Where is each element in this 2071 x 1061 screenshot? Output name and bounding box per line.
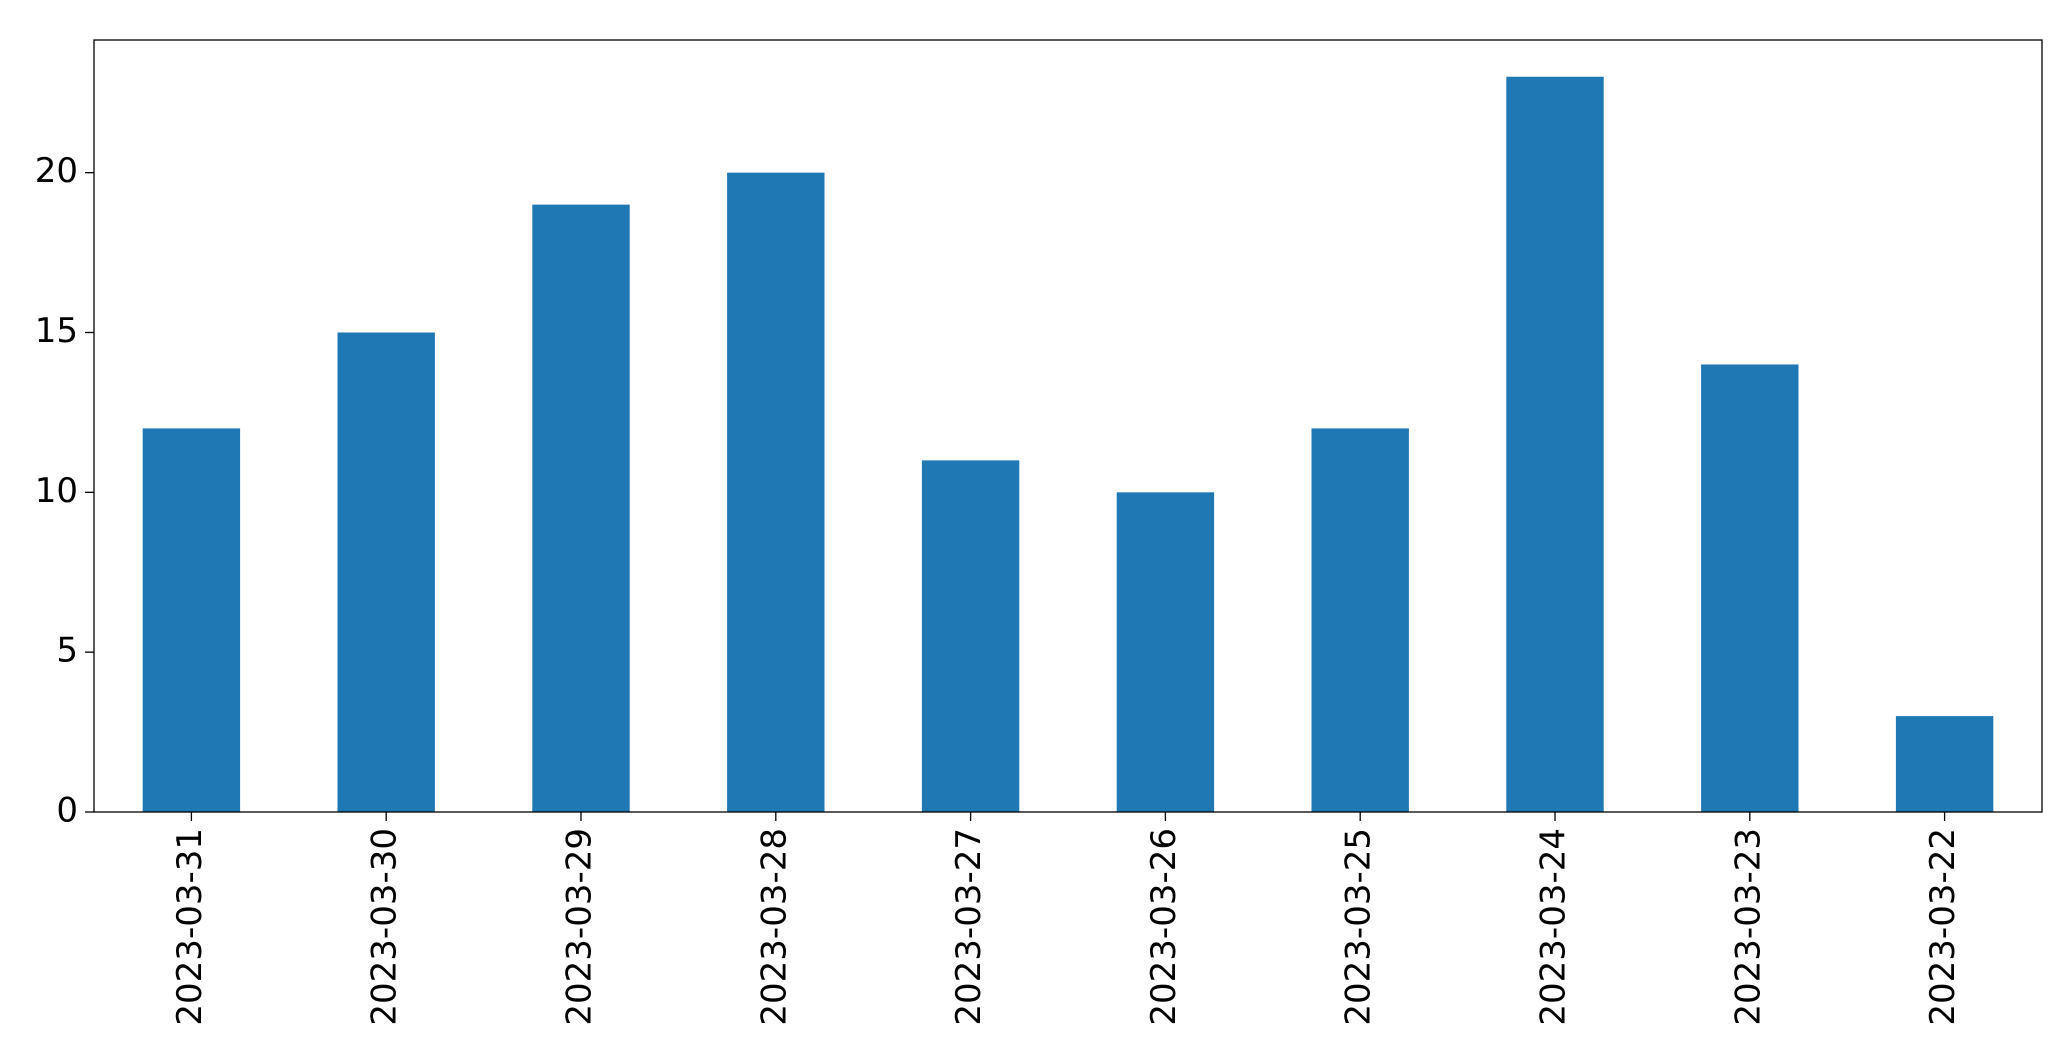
y-tick-label: 0: [56, 791, 78, 831]
bar: [532, 204, 630, 812]
y-tick-label: 20: [35, 151, 78, 191]
bar: [1311, 428, 1409, 812]
bar: [1895, 716, 1994, 812]
bar: [1506, 76, 1604, 812]
bar: [142, 428, 241, 812]
x-tick-label: 2023-03-25: [1339, 828, 1379, 1026]
bar: [1701, 364, 1799, 812]
bar: [921, 460, 1020, 812]
x-tick-label: 2023-03-29: [560, 828, 600, 1026]
x-tick-label: 2023-03-30: [365, 828, 405, 1026]
bar: [727, 172, 825, 812]
y-tick-label: 10: [35, 471, 78, 511]
x-tick-label: 2023-03-27: [949, 828, 989, 1026]
x-tick-label: 2023-03-28: [754, 828, 794, 1026]
y-tick-label: 15: [35, 311, 78, 351]
x-tick-label: 2023-03-24: [1534, 828, 1574, 1026]
bar: [337, 332, 435, 812]
x-tick-label: 2023-03-26: [1144, 828, 1184, 1026]
x-tick-label: 2023-03-31: [170, 828, 210, 1026]
y-tick-label: 5: [56, 631, 78, 671]
x-tick-label: 2023-03-22: [1923, 828, 1963, 1026]
bar: [1116, 492, 1215, 812]
plot-frame: [93, 39, 2043, 813]
x-tick-label: 2023-03-23: [1728, 828, 1768, 1026]
